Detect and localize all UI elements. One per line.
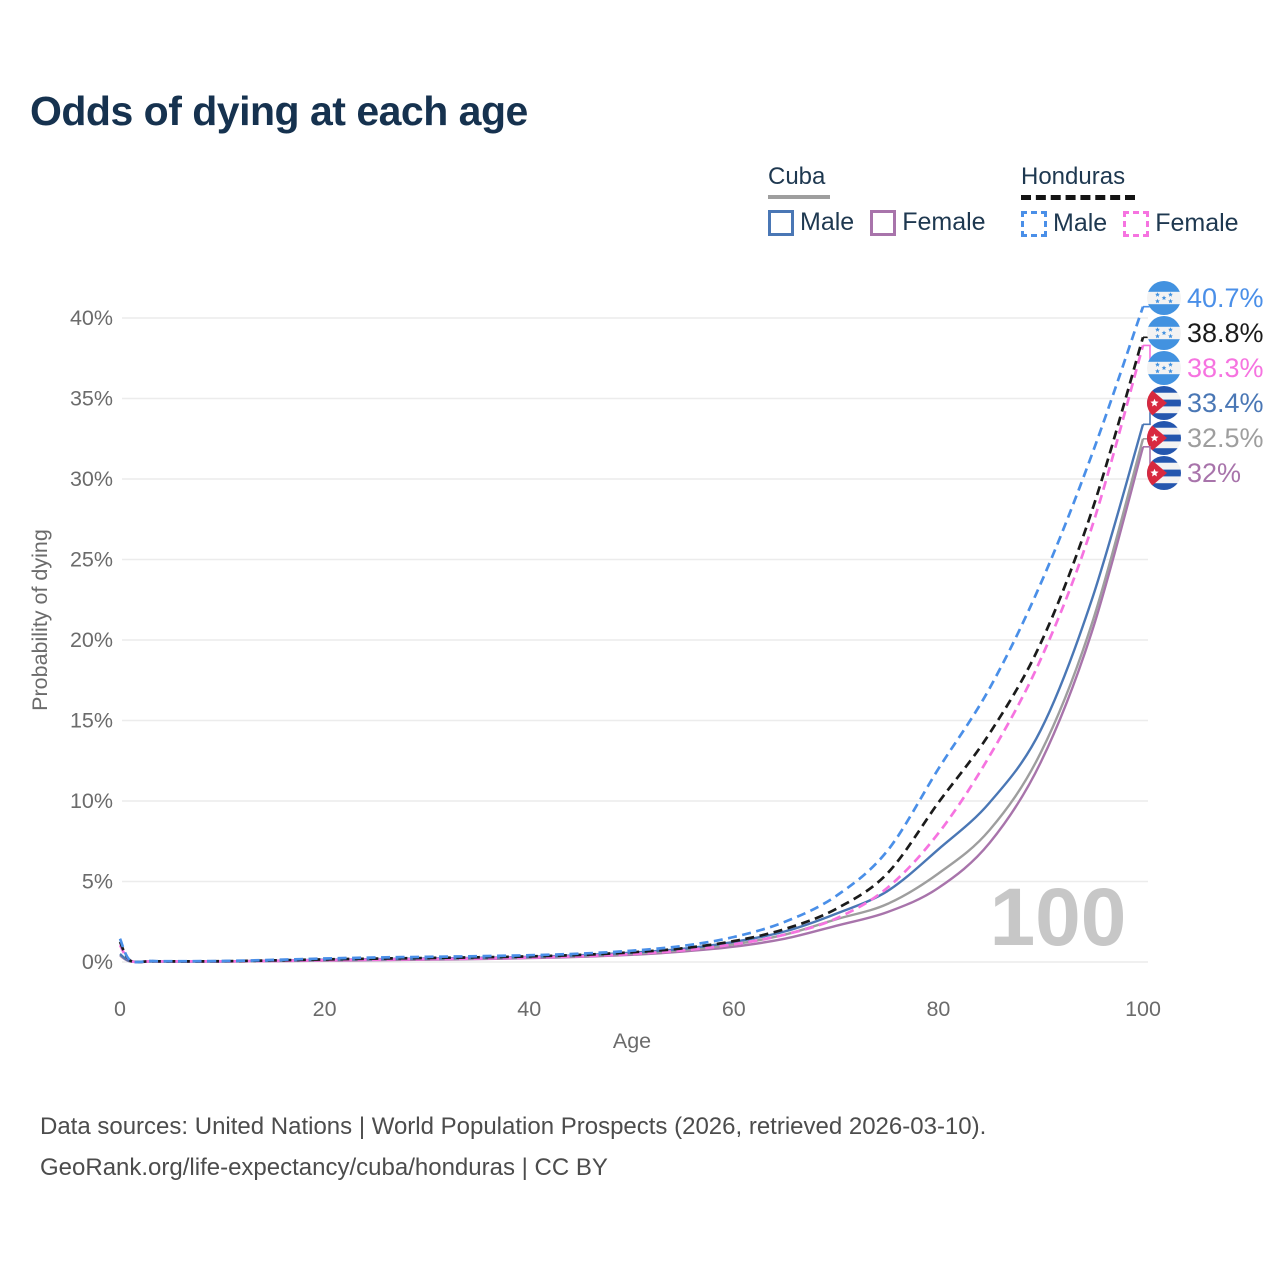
x-tick-label: 60 (722, 997, 746, 1021)
x-tick-label: 80 (926, 997, 950, 1021)
flag-honduras-icon (1147, 316, 1181, 350)
x-tick-label: 0 (114, 997, 126, 1021)
y-tick-label: 40% (70, 306, 113, 330)
footer-line-1: Data sources: United Nations | World Pop… (40, 1113, 987, 1140)
legend-group-cuba: Cuba Male Female (768, 163, 1002, 237)
cuba-female-label: Female (902, 208, 986, 236)
flag-honduras-icon (1147, 281, 1181, 315)
y-tick-label: 0% (82, 950, 113, 974)
line-honduras-both-sexes (118, 336, 1145, 964)
x-tick-label: 20 (313, 997, 337, 1021)
end-value-label-cuba-male: 33.4% (1187, 388, 1264, 418)
y-tick-label: 15% (70, 709, 113, 733)
cuba-female-swatch (870, 209, 897, 236)
end-value-label-honduras-both-sexes: 38.8% (1187, 318, 1264, 348)
line-honduras-female (118, 345, 1145, 964)
legend-item-honduras-female[interactable]: Female (1123, 209, 1239, 238)
cuba-male-label: Male (800, 208, 855, 236)
legend-group-honduras: Honduras Male Female (1021, 163, 1255, 238)
y-axis-ticks: 0% 5% 10% 15% 20% 25% 30% 35% 40% (70, 306, 113, 974)
end-value-label-cuba-both-sexes: 32.5% (1187, 423, 1264, 453)
page-title: Odds of dying at each age (30, 88, 528, 134)
honduras-line-swatch (1021, 195, 1135, 200)
end-value-label-cuba-female: 32% (1187, 458, 1241, 488)
y-axis-title: Probability of dying (28, 529, 52, 711)
age-frame-watermark: 100 (990, 872, 1127, 963)
end-value-label-honduras-male: 40.7% (1187, 283, 1264, 313)
legend-item-cuba-female[interactable]: Female (870, 208, 986, 237)
x-tick-label: 40 (517, 997, 541, 1021)
legend-item-honduras-male[interactable]: Male (1021, 209, 1107, 238)
honduras-female-label: Female (1155, 209, 1239, 237)
cuba-line-swatch (768, 195, 830, 199)
line-honduras-male (118, 306, 1145, 964)
legend-cuba-name: Cuba (768, 163, 826, 190)
legend-honduras-name: Honduras (1021, 163, 1126, 190)
end-labels: 40.7% 38.8% 38.3% 33.4% 32.5% 32% (1143, 281, 1264, 490)
y-tick-label: 20% (70, 628, 113, 652)
end-value-label-honduras-female: 38.3% (1187, 353, 1264, 383)
honduras-female-swatch (1123, 210, 1150, 237)
legend-item-cuba-male[interactable]: Male (768, 208, 854, 237)
gridlines (122, 317, 1148, 963)
x-axis-title: Age (613, 1029, 651, 1053)
y-tick-label: 25% (70, 548, 113, 572)
honduras-male-swatch (1021, 210, 1047, 237)
y-tick-label: 30% (70, 467, 113, 491)
cuba-male-swatch (768, 209, 794, 236)
y-tick-label: 35% (70, 387, 113, 411)
series-lines (118, 306, 1145, 964)
data-source-footer: Data sources: United Nations | World Pop… (40, 1106, 986, 1188)
y-tick-label: 10% (70, 789, 113, 813)
flag-cuba-icon (1147, 456, 1181, 490)
y-tick-label: 5% (82, 870, 113, 894)
flag-cuba-icon (1147, 421, 1181, 455)
x-axis-ticks: 0 20 40 60 80 100 (114, 997, 1161, 1021)
legend: Cuba Male Female Honduras Male (0, 163, 1280, 253)
footer-line-2[interactable]: GeoRank.org/life-expectancy/cuba/hondura… (40, 1154, 608, 1181)
x-tick-label: 100 (1125, 997, 1161, 1021)
honduras-male-label: Male (1053, 209, 1108, 237)
flag-cuba-icon (1147, 386, 1181, 420)
flag-honduras-icon (1147, 351, 1181, 385)
